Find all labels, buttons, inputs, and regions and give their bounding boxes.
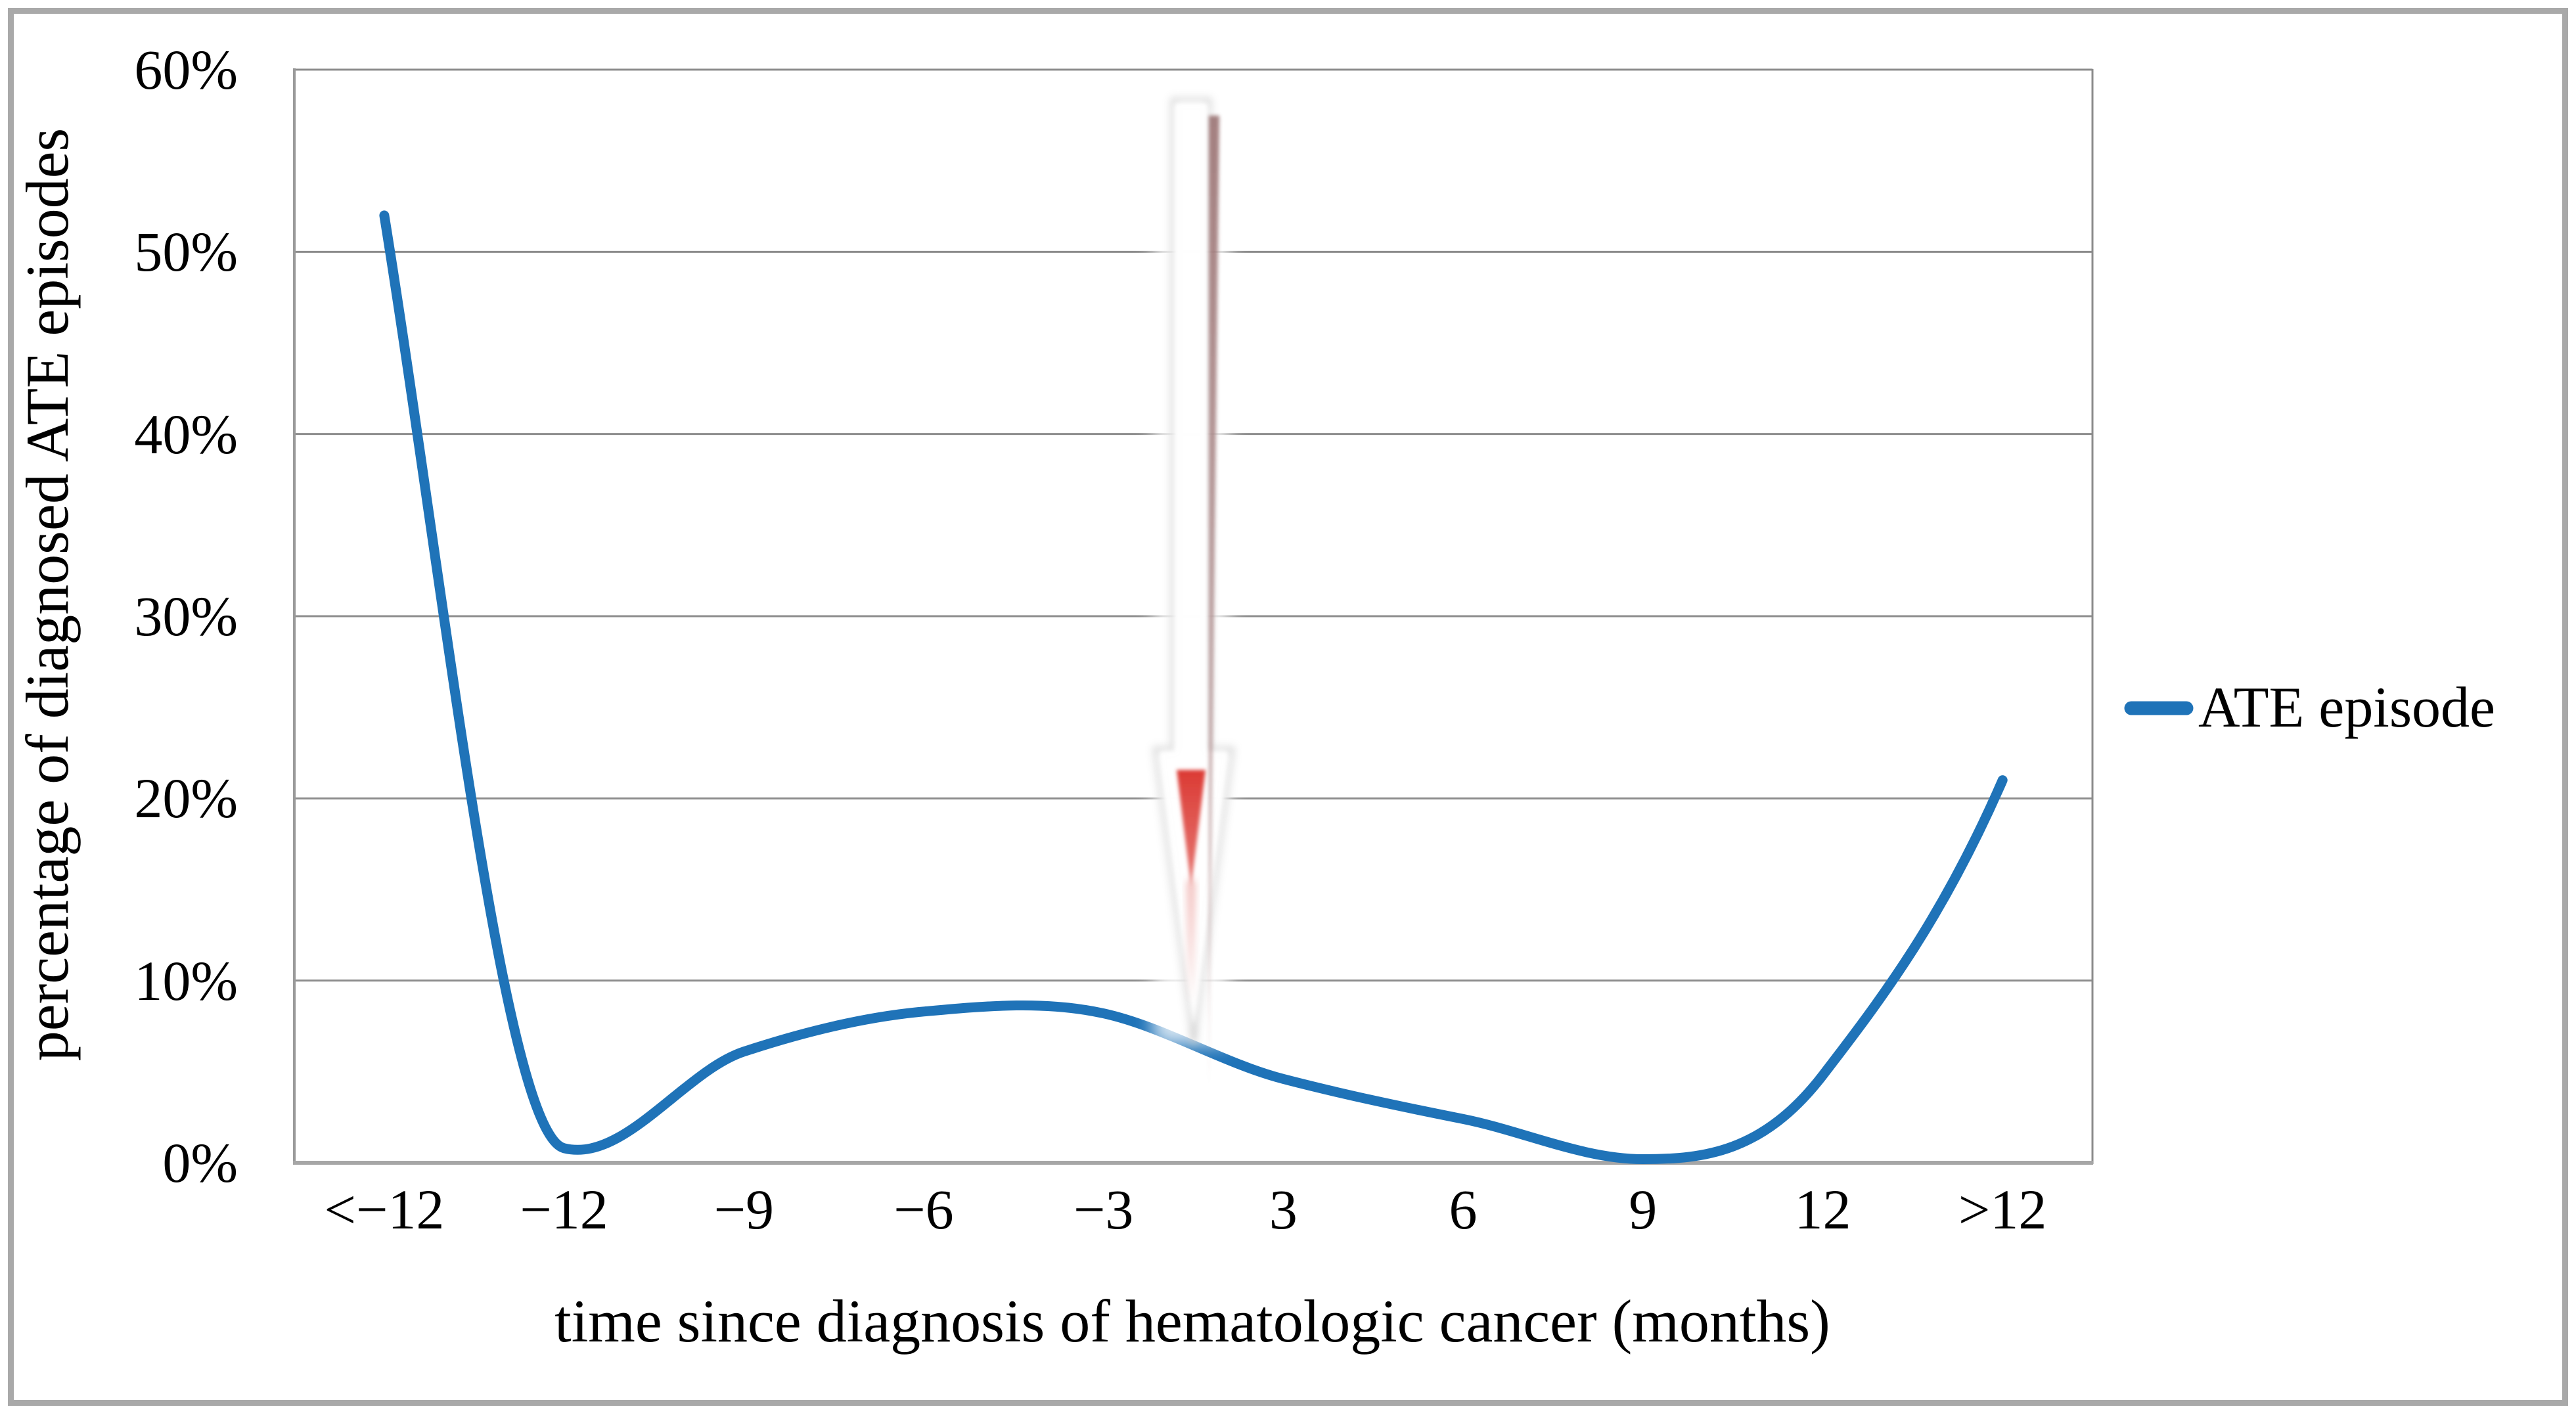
y-tick-label: 30% [134,585,238,648]
y-tick-label: 60% [134,38,238,101]
x-tick-label: −3 [1073,1178,1134,1241]
arrow-red-head-tail [1187,880,1195,1002]
x-tick-label: <−12 [324,1178,445,1241]
arrow-shadow [1209,116,1219,1089]
x-axis-title: time since diagnosis of hematologic canc… [554,1288,1830,1355]
legend-label: ATE episode [2198,676,2496,740]
diagnosis-time-arrow [1153,92,1234,1089]
x-tick-label: 12 [1794,1178,1851,1241]
x-tick-label: >12 [1958,1178,2047,1241]
x-tick-label: 3 [1269,1178,1298,1241]
axes [293,68,2094,1165]
ate-episode-line [379,210,2008,1164]
gridlines [294,68,2092,982]
x-tick-label: −9 [713,1178,774,1241]
y-tick-label: 50% [134,220,238,284]
y-tick-label: 10% [134,949,238,1012]
y-axis-title: percentage of diagnosed ATE episodes [14,127,81,1062]
arrow-red-head [1177,770,1206,887]
y-tick-label: 0% [162,1131,238,1194]
x-tick-label: −12 [520,1178,608,1241]
x-tick-label: −6 [893,1178,954,1241]
y-tick-label: 40% [134,402,238,466]
x-tick-label: 6 [1449,1178,1478,1241]
y-tick-label: 20% [134,767,238,830]
x-tick-label: 9 [1629,1178,1658,1241]
